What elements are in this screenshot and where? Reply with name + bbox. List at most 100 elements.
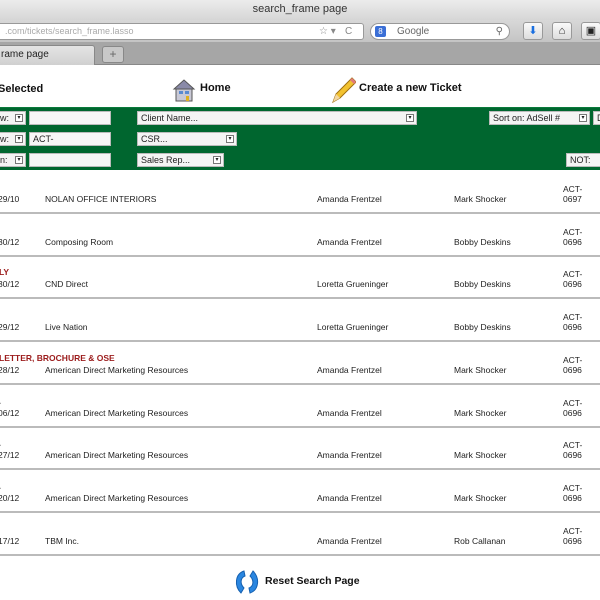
client-cell: American Direct Marketing Resources <box>45 364 189 375</box>
select-value: Sales Rep... <box>141 155 191 165</box>
csr-cell: Loretta Grueninger <box>317 279 389 290</box>
ticket-number-cell[interactable]: ACT-0696 <box>563 226 583 247</box>
bookmarks-icon[interactable]: ▣ <box>581 22 600 40</box>
reload-icon[interactable]: C <box>345 26 353 37</box>
client-cell: Live Nation <box>45 322 88 333</box>
url-text: .com/tickets/search_frame.lasso <box>5 26 134 36</box>
reset-search-link[interactable]: Reset Search Page <box>265 575 360 587</box>
tab-bar: rame page + <box>0 42 600 65</box>
google-icon: 8 <box>375 26 386 37</box>
csr-cell: Amanda Frentzel <box>317 492 382 503</box>
csr-cell: Amanda Frentzel <box>317 364 382 375</box>
filter-row1-input[interactable] <box>29 111 111 125</box>
client-cell: NOLAN OFFICE INTERIORS <box>45 194 157 204</box>
csr-cell: Amanda Frentzel <box>317 535 382 546</box>
category-label: . <box>0 396 1 406</box>
category-label: . <box>0 438 1 448</box>
house-icon[interactable] <box>172 78 196 102</box>
filter-row1-select[interactable]: w: ▾ <box>0 111 26 125</box>
table-row[interactable]: .20/12 American Direct Marketing Resource… <box>0 470 600 513</box>
home-link[interactable]: Home <box>200 82 231 94</box>
date-cell: 30/12 <box>0 279 20 290</box>
table-row[interactable]: 29/10 NOLAN OFFICE INTERIORS Amanda Frentz… <box>0 171 600 214</box>
select-value: D <box>597 113 600 123</box>
chevron-down-icon: ▾ <box>15 114 23 122</box>
search-input[interactable]: 8 Google ⚲ <box>370 23 510 40</box>
category-label: LETTER, BROCHURE & OSE <box>0 352 115 363</box>
ticket-number-cell[interactable]: ACT-0697 <box>563 184 583 204</box>
date-cell: 28/12 <box>0 364 20 375</box>
ticket-number-cell[interactable]: ACT-0696 <box>563 269 583 290</box>
ticket-number-cell[interactable]: ACT-0696 <box>563 525 583 546</box>
date-cell: 29/10 <box>0 194 20 204</box>
client-cell: American Direct Marketing Resources <box>45 492 189 503</box>
filter-row3-input[interactable] <box>29 153 111 167</box>
client-cell: Composing Room <box>45 236 114 247</box>
sales-rep-cell: Mark Shocker <box>454 407 507 418</box>
reset-arrows-icon[interactable] <box>232 568 262 596</box>
ticket-number-cell[interactable]: ACT-0696 <box>563 312 583 333</box>
filter-row2-select[interactable]: w: ▾ <box>0 132 26 146</box>
client-cell: American Direct Marketing Resources <box>45 407 189 418</box>
chevron-down-icon: ▾ <box>213 156 221 164</box>
csr-cell: Amanda Frentzel <box>317 236 382 247</box>
magnifier-icon[interactable]: ⚲ <box>495 26 503 37</box>
sales-rep-select[interactable]: Sales Rep... ▾ <box>137 153 224 167</box>
chevron-down-icon: ▾ <box>15 156 23 164</box>
chevron-down-icon: ▾ <box>15 135 23 143</box>
table-row[interactable]: .06/12 American Direct Marketing Resource… <box>0 385 600 428</box>
new-tab-button[interactable]: + <box>102 46 124 63</box>
client-cell: CND Direct <box>45 279 88 290</box>
sort-direction-select[interactable]: D <box>593 111 600 125</box>
sales-rep-cell: Bobby Deskins <box>454 236 511 247</box>
window-title: search_frame page <box>0 0 600 20</box>
not-select[interactable]: NOT: <box>566 153 600 167</box>
date-cell: 20/12 <box>0 492 20 503</box>
category-label: . <box>0 481 1 491</box>
sort-select[interactable]: Sort on: AdSell # ▾ <box>489 111 590 125</box>
downloads-icon[interactable]: ⬇ <box>523 22 543 40</box>
table-row[interactable]: LY 30/12 CND Direct Loretta Grueninger Bobby… <box>0 256 600 300</box>
select-value: w: <box>0 113 9 123</box>
sales-rep-cell: Bobby Deskins <box>454 322 511 333</box>
date-cell: 29/12 <box>0 322 20 333</box>
home-browser-icon[interactable]: ⌂ <box>552 22 572 40</box>
url-bar[interactable]: .com/tickets/search_frame.lasso ☆ ▾ C <box>0 23 364 40</box>
ticket-number-cell[interactable]: ACT-0696 <box>563 482 583 503</box>
ticket-number-cell[interactable]: ACT-0696 <box>563 440 583 461</box>
browser-toolbar: .com/tickets/search_frame.lasso ☆ ▾ C 8 … <box>0 20 600 42</box>
table-row[interactable]: 29/12 Live Nation Loretta Grueninger Bobby … <box>0 299 600 343</box>
sales-rep-cell: Rob Callanan <box>454 535 506 546</box>
selected-label[interactable]: Selected <box>0 83 44 95</box>
table-row[interactable]: . 27/12 American Direct Marketing Resource… <box>0 427 600 471</box>
tab-search-frame[interactable]: rame page <box>0 45 95 65</box>
select-value: Sort on: AdSell # <box>493 113 561 123</box>
date-cell: 06/12 <box>0 407 20 418</box>
sales-rep-cell: Mark Shocker <box>454 194 507 204</box>
select-value: CSR... <box>141 134 168 144</box>
chevron-down-icon: ▾ <box>226 135 234 143</box>
select-value: w: <box>0 134 9 144</box>
table-row[interactable]: 17/12 TBM Inc. Amanda Frentzel Rob Callanan… <box>0 513 600 556</box>
csr-cell: Amanda Frentzel <box>317 450 382 461</box>
table-row[interactable]: 30/12 Composing Room Amanda Frentzel Bobby … <box>0 214 600 257</box>
csr-cell: Amanda Frentzel <box>317 407 382 418</box>
csr-select[interactable]: CSR... ▾ <box>137 132 237 146</box>
table-row[interactable]: LETTER, BROCHURE & OSE 28/12 American Dire… <box>0 342 600 385</box>
date-cell: 27/12 <box>0 450 20 461</box>
csr-cell: Amanda Frentzel <box>317 194 382 204</box>
ticket-number-input[interactable]: ACT- <box>29 132 111 146</box>
client-name-select[interactable]: Client Name... ▾ <box>137 111 417 125</box>
csr-cell: Loretta Grueninger <box>317 322 389 333</box>
pencil-icon[interactable] <box>330 76 357 104</box>
ticket-number-cell[interactable]: ACT-0696 <box>563 397 583 418</box>
bookmark-star-icon[interactable]: ☆ ▾ <box>319 26 336 37</box>
category-label: LY <box>0 267 10 278</box>
ticket-number-cell[interactable]: ACT-0696 <box>563 354 583 375</box>
create-ticket-link[interactable]: Create a new Ticket <box>359 82 462 94</box>
sales-rep-cell: Mark Shocker <box>454 492 507 503</box>
filter-band: w: ▾ Client Name... ▾ Sort on: AdSell # ▾ D… <box>0 107 600 170</box>
filter-row3-select[interactable]: n: ▾ <box>0 153 26 167</box>
sales-rep-cell: Mark Shocker <box>454 364 507 375</box>
search-placeholder: Google <box>397 26 430 37</box>
